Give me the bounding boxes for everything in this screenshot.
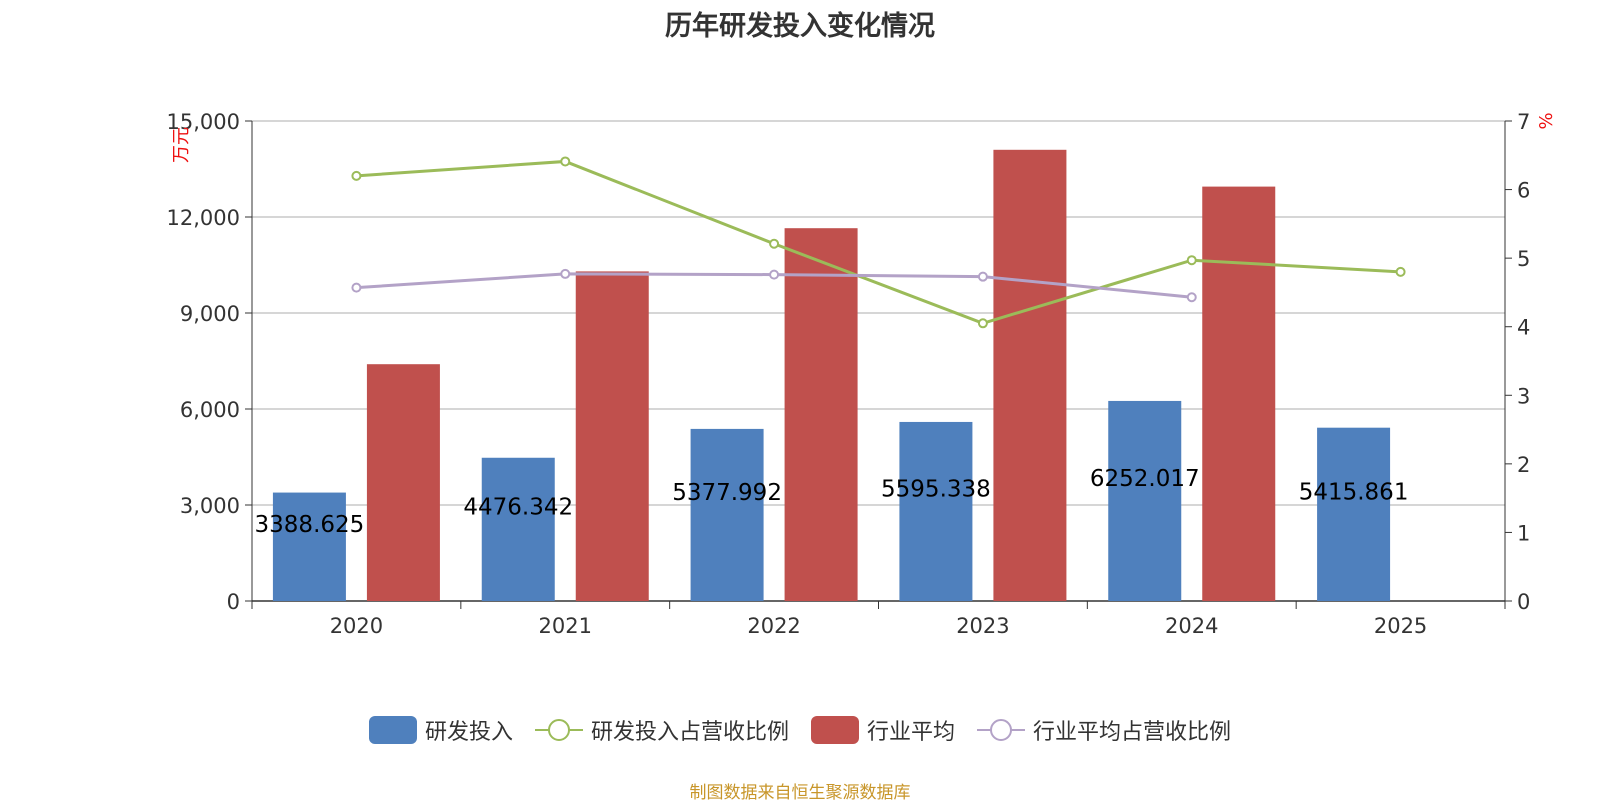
industry-average-bar <box>993 149 1067 602</box>
axes <box>245 120 1512 609</box>
industry-ratio-point <box>560 268 571 279</box>
y-right-tick-label: 4 <box>1517 316 1530 340</box>
legend-label: 行业平均占营收比例 <box>1033 720 1232 745</box>
legend-label: 行业平均 <box>867 720 956 745</box>
y-right-tick-label: 1 <box>1517 521 1530 545</box>
y-left-tick-label: 9,000 <box>180 302 240 326</box>
y-left-tick-label: 0 <box>227 590 240 614</box>
legend-label: 研发投入占营收比例 <box>590 720 789 745</box>
x-tick-label: 2025 <box>1374 614 1427 638</box>
rd-investment-data-label: 5377.992 <box>672 480 782 506</box>
legend-swatch <box>534 719 583 741</box>
y-right-tick-label: 0 <box>1517 590 1530 614</box>
rd-investment-data-label: 5595.338 <box>881 476 991 502</box>
rd-investment-bar <box>690 428 764 601</box>
y-right-tick-label: 2 <box>1517 453 1530 477</box>
industry-ratio-point <box>351 282 362 293</box>
y-right-tick-label: 7 <box>1517 110 1530 134</box>
grid-lines <box>252 120 1505 506</box>
rd-ratio-line <box>356 159 1401 325</box>
source-note: 制图数据来自恒生聚源数据库 <box>689 783 911 803</box>
y-left-tick-label: 15,000 <box>167 110 240 134</box>
legend-label: 研发投入 <box>424 720 513 745</box>
y-left-tick-label: 3,000 <box>180 494 240 518</box>
rd-investment-bar <box>899 421 973 601</box>
legend-item[interactable]: 行业平均 <box>811 714 955 746</box>
y-right-unit-label: % <box>1536 112 1557 129</box>
labels: 0 3,000 6,000 9,000 12,000 15,000 0 1 2 3 4 5 6 7 2020… <box>167 110 1531 638</box>
y-left-tick-label: 6,000 <box>180 398 240 422</box>
rd-investment-bar <box>1317 427 1391 601</box>
chart-title: 历年研发投入变化情况 <box>665 11 935 42</box>
legend-item[interactable]: 研发投入占营收比例 <box>534 714 789 746</box>
legend-item[interactable]: 行业平均占营收比例 <box>977 714 1231 746</box>
legend-swatch <box>368 716 417 744</box>
rd-investment-data-label: 5415.861 <box>1299 479 1409 505</box>
industry-ratio-point <box>769 269 780 280</box>
rd-ratio-point <box>1186 255 1197 266</box>
industry-average-bar <box>1202 186 1276 601</box>
rd-investment-data-label: 6252.017 <box>1090 466 1200 492</box>
legend: 研发投入 研发投入占营收比例 行业平均 行业平均占营收比例 <box>0 714 1600 746</box>
industry-ratio-point <box>1186 292 1197 303</box>
y-right-tick-label: 3 <box>1517 384 1530 408</box>
y-right-tick-label: 5 <box>1517 247 1530 271</box>
x-tick-label: 2020 <box>330 614 383 638</box>
legend-item[interactable]: 研发投入 <box>368 714 513 746</box>
industry-average-bar <box>784 228 858 601</box>
rd-investment-bar <box>1108 400 1182 601</box>
y-left-tick-label: 12,000 <box>167 206 240 230</box>
rd-investment-bar <box>481 457 555 601</box>
bars <box>272 149 1391 602</box>
x-tick-label: 2023 <box>956 614 1009 638</box>
rd-investment-bar <box>272 492 346 601</box>
x-tick-label: 2022 <box>747 614 800 638</box>
x-tick-label: 2024 <box>1165 614 1218 638</box>
x-tick-label: 2021 <box>539 614 592 638</box>
legend-swatch <box>811 716 859 744</box>
industry-average-bar <box>575 271 649 601</box>
rd-ratio-point <box>977 318 988 329</box>
rd-investment-data-label: 3388.625 <box>255 512 365 538</box>
rd-ratio-point <box>560 156 571 167</box>
industry-ratio-point <box>977 271 988 282</box>
rd-investment-data-label: 4476.342 <box>463 494 573 520</box>
y-right-tick-label: 6 <box>1517 179 1530 203</box>
rd-ratio-point <box>351 170 362 181</box>
y-left-unit-label: 万元 <box>171 127 192 163</box>
legend-swatch <box>977 719 1026 741</box>
lines <box>351 156 1406 329</box>
rd-ratio-point <box>1395 266 1406 277</box>
industry-average-bar <box>366 364 440 601</box>
rd-ratio-point <box>769 238 780 249</box>
